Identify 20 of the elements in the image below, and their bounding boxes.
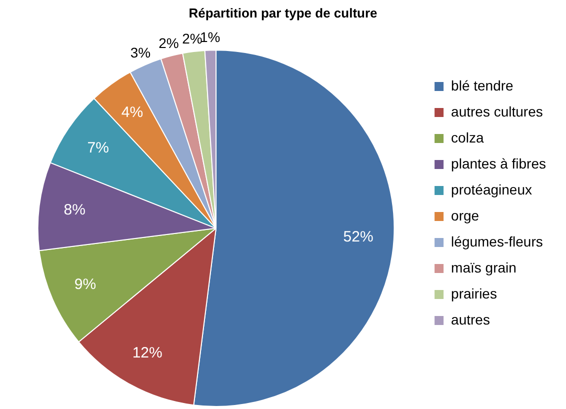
data-label: 52% [343, 228, 374, 246]
data-label: 7% [87, 139, 109, 156]
legend-label: prairies [451, 285, 497, 302]
legend-label: blé tendre [451, 77, 514, 94]
data-label: 2% [182, 30, 202, 46]
legend-label: maïs grain [451, 259, 516, 276]
legend-label: protéagineux [451, 181, 532, 198]
data-label: 9% [74, 276, 96, 294]
legend-label: autres cultures [451, 103, 543, 120]
legend-label: colza [451, 129, 484, 146]
legend-label: légumes-fleurs [451, 233, 543, 250]
data-label: 12% [132, 344, 162, 362]
data-label: 2% [158, 34, 179, 51]
legend-label: autres [451, 311, 490, 328]
data-label: 3% [130, 44, 151, 61]
data-label: 8% [64, 202, 86, 219]
data-label: 4% [121, 104, 144, 122]
legend-label: orge [451, 207, 480, 224]
chart-title: Répartition par type de culture [188, 5, 378, 20]
legend-label: plantes à fibres [451, 155, 546, 172]
